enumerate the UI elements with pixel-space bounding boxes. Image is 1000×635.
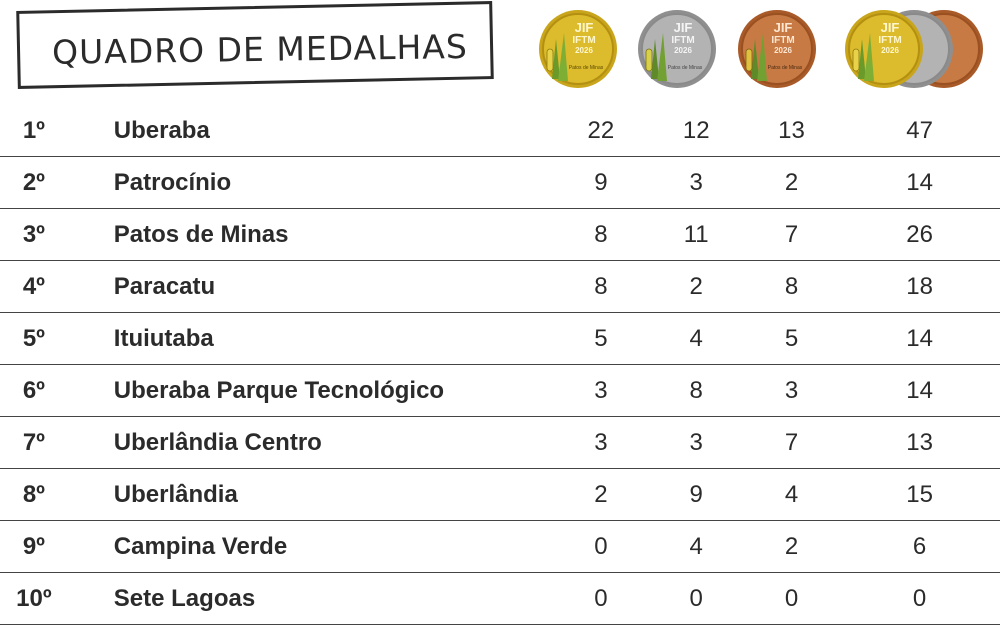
rank-cell: 2º xyxy=(0,156,68,209)
campus-name: Ituiutaba xyxy=(67,312,554,365)
gold-count: 3 xyxy=(553,416,649,469)
total-count: 47 xyxy=(839,105,1000,157)
campus-name: Uberaba Parque Tecnológico xyxy=(67,364,554,417)
title-box: QUADRO DE MEDALHAS xyxy=(16,1,494,89)
total-count: 14 xyxy=(839,156,1000,209)
rank-cell: 6º xyxy=(0,364,68,417)
campus-name: Campina Verde xyxy=(67,520,554,573)
table-row: 5º Ituiutaba 5 4 5 14 xyxy=(0,312,1000,365)
rank-cell: 3º xyxy=(0,208,68,261)
medal-table: 1º Uberaba 22 12 13 47 2º Patrocínio 9 3… xyxy=(0,105,1000,625)
gold-count: 3 xyxy=(553,364,649,417)
gold-count: 2 xyxy=(553,468,649,521)
rank-cell: 9º xyxy=(0,520,68,573)
table-row: 6º Uberaba Parque Tecnológico 3 8 3 14 xyxy=(0,364,1000,417)
bronze-count: 5 xyxy=(743,312,840,365)
bronze-count: 8 xyxy=(743,260,840,313)
campus-name: Uberaba xyxy=(67,105,554,157)
gold-count: 0 xyxy=(553,520,649,573)
total-medal-text-2: IFTM xyxy=(878,35,901,46)
rank-cell: 10º xyxy=(0,572,68,625)
gold-count: 9 xyxy=(553,156,649,209)
silver-count: 8 xyxy=(648,364,744,417)
bronze-medal-text-1: JIF xyxy=(774,20,793,35)
campus-name: Uberlândia xyxy=(67,468,554,521)
table-row: 3º Patos de Minas 8 11 7 26 xyxy=(0,208,1000,261)
total-medal-text-1: JIF xyxy=(881,20,900,35)
silver-count: 0 xyxy=(648,572,744,625)
rank-cell: 4º xyxy=(0,260,68,313)
silver-count: 12 xyxy=(648,105,744,157)
bronze-medal-text-4: Patos de Minas xyxy=(768,65,803,71)
total-count: 18 xyxy=(839,260,1000,313)
total-count: 14 xyxy=(839,312,1000,365)
gold-medal-icon: JIF IFTM 2026 Patos de Minas xyxy=(538,9,618,89)
campus-name: Patos de Minas xyxy=(67,208,554,261)
all-medals-icon: JIF IFTM 2026 xyxy=(844,9,984,89)
silver-medal-icon: JIF IFTM 2026 Patos de Minas xyxy=(637,9,717,89)
bronze-count: 0 xyxy=(743,572,840,625)
total-count: 14 xyxy=(839,364,1000,417)
silver-count: 3 xyxy=(648,416,744,469)
total-count: 15 xyxy=(839,468,1000,521)
table-row: 4º Paracatu 8 2 8 18 xyxy=(0,260,1000,313)
table-row: 7º Uberlândia Centro 3 3 7 13 xyxy=(0,416,1000,469)
total-count: 13 xyxy=(839,416,1000,469)
silver-medal-text-3: 2026 xyxy=(674,46,692,55)
silver-medal-text-2: IFTM xyxy=(671,35,694,46)
gold-medal-text-3: 2026 xyxy=(575,46,593,55)
silver-count: 9 xyxy=(648,468,744,521)
table-row: 1º Uberaba 22 12 13 47 xyxy=(0,105,1000,157)
campus-name: Uberlândia Centro xyxy=(67,416,554,469)
bronze-count: 3 xyxy=(743,364,840,417)
bronze-medal-text-2: IFTM xyxy=(771,35,794,46)
campus-name: Patrocínio xyxy=(67,156,554,209)
total-medal-text-3: 2026 xyxy=(881,46,899,55)
silver-count: 4 xyxy=(648,520,744,573)
rank-cell: 7º xyxy=(0,416,68,469)
gold-count: 0 xyxy=(553,572,649,625)
bronze-count: 2 xyxy=(743,156,840,209)
gold-medal-text-4: Patos de Minas xyxy=(569,65,604,71)
gold-count: 8 xyxy=(553,208,649,261)
silver-count: 2 xyxy=(648,260,744,313)
gold-count: 22 xyxy=(553,105,649,157)
campus-name: Paracatu xyxy=(67,260,554,313)
bronze-count: 4 xyxy=(743,468,840,521)
gold-medal-text-1: JIF xyxy=(575,20,594,35)
silver-medal-text-1: JIF xyxy=(674,20,693,35)
silver-count: 4 xyxy=(648,312,744,365)
rank-cell: 1º xyxy=(0,105,68,157)
table-row: 2º Patrocínio 9 3 2 14 xyxy=(0,156,1000,209)
gold-medal-text-2: IFTM xyxy=(572,35,595,46)
bronze-count: 13 xyxy=(743,105,840,157)
gold-count: 8 xyxy=(553,260,649,313)
page-title: QUADRO DE MEDALHAS xyxy=(51,26,469,72)
rank-cell: 5º xyxy=(0,312,68,365)
bronze-count: 2 xyxy=(743,520,840,573)
table-row: 9º Campina Verde 0 4 2 6 xyxy=(0,520,1000,573)
bronze-medal-icon: JIF IFTM 2026 Patos de Minas xyxy=(737,9,817,89)
rank-cell: 8º xyxy=(0,468,68,521)
campus-name: Sete Lagoas xyxy=(67,572,554,625)
total-count: 0 xyxy=(839,572,1000,625)
silver-medal-text-4: Patos de Minas xyxy=(668,65,703,71)
bronze-count: 7 xyxy=(743,208,840,261)
silver-count: 11 xyxy=(648,208,744,261)
table-row: 10º Sete Lagoas 0 0 0 0 xyxy=(0,572,1000,625)
table-row: 8º Uberlândia 2 9 4 15 xyxy=(0,468,1000,521)
silver-count: 3 xyxy=(648,156,744,209)
gold-count: 5 xyxy=(553,312,649,365)
bronze-count: 7 xyxy=(743,416,840,469)
total-count: 26 xyxy=(839,208,1000,261)
total-count: 6 xyxy=(839,520,1000,573)
bronze-medal-text-3: 2026 xyxy=(774,46,792,55)
